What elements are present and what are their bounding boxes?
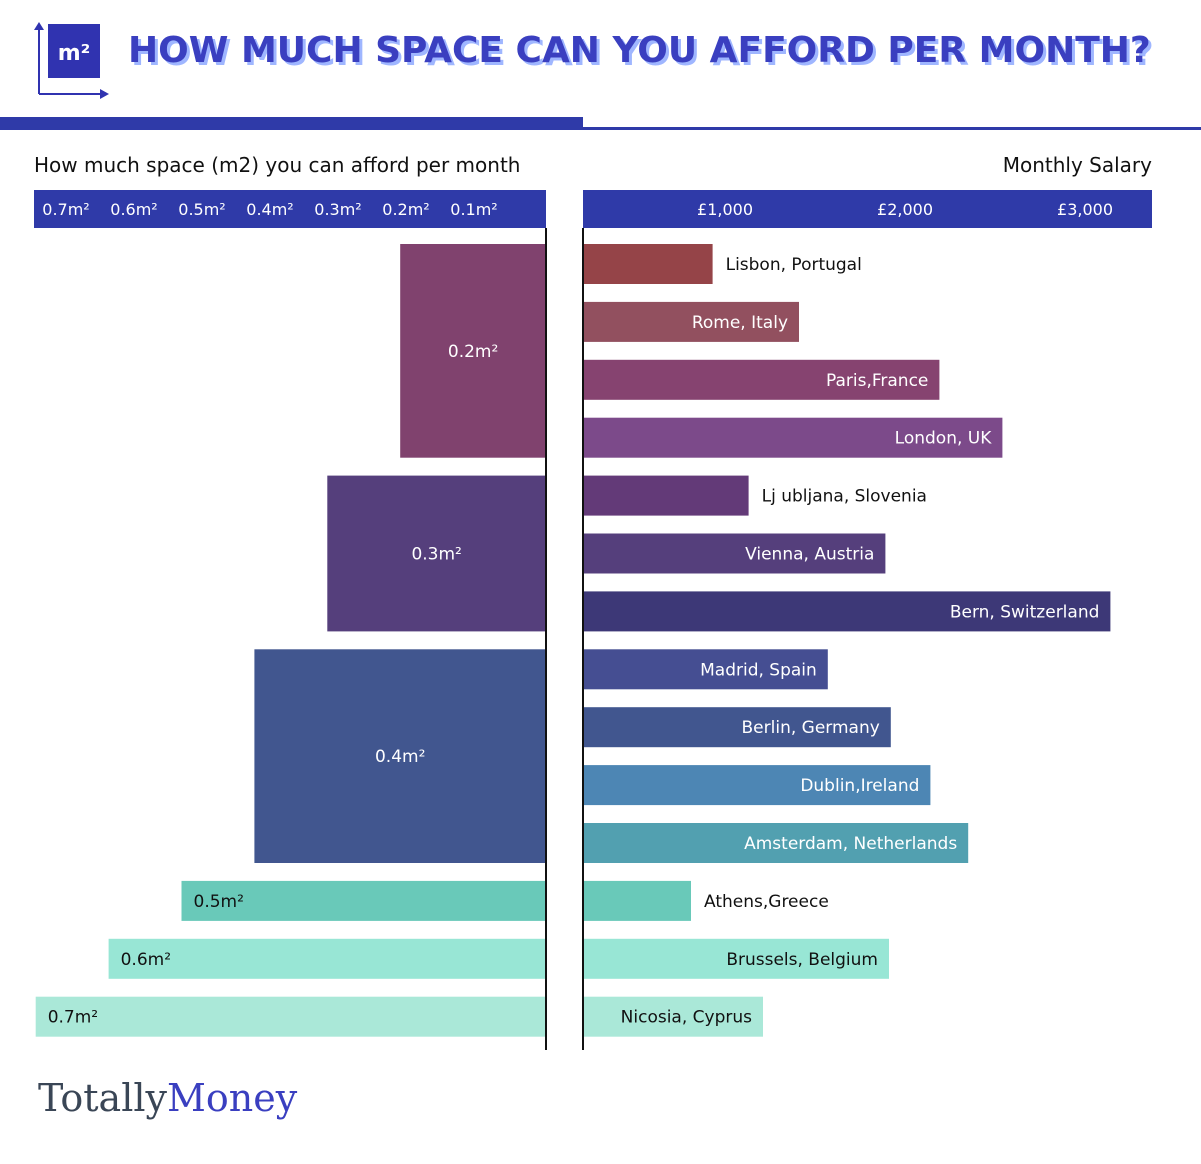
- space-bar-label: 0.4m²: [375, 747, 425, 767]
- salary-bar: [583, 417, 1003, 458]
- salary-bar: [583, 301, 799, 342]
- city-label: Berlin, Germany: [742, 718, 880, 738]
- space-bar-label: 0.2m²: [448, 342, 498, 362]
- salary-bar: [583, 649, 828, 690]
- city-label: Bern, Switzerland: [950, 602, 1100, 622]
- space-bar-label: 0.6m²: [121, 950, 171, 970]
- left-tick-label: 0.5m²: [178, 200, 225, 219]
- right-tick-label: £1,000: [697, 200, 753, 219]
- m2-logo: m²: [34, 22, 110, 102]
- city-label: Lisbon, Portugal: [726, 255, 862, 275]
- salary-bar: [583, 359, 940, 400]
- salary-bar: [583, 996, 763, 1037]
- salary-bar: [583, 880, 691, 921]
- city-label: Amsterdam, Netherlands: [744, 834, 957, 854]
- left-tick-label: 0.7m²: [42, 200, 89, 219]
- brand-part2: Money: [166, 1076, 298, 1120]
- left-tick-label: 0.1m²: [450, 200, 497, 219]
- left-axis-band: [34, 190, 546, 228]
- right-tick-label: £2,000: [877, 200, 933, 219]
- brand-part1: Totally: [38, 1076, 167, 1120]
- city-label: Vienna, Austria: [745, 545, 874, 565]
- city-label: Lj ubljana, Slovenia: [762, 487, 927, 507]
- city-label: Dublin,Ireland: [800, 776, 919, 796]
- right-axis-band: [583, 190, 1152, 228]
- brand-logo: TotallyMoney: [38, 1076, 297, 1120]
- right-tick-label: £3,000: [1057, 200, 1113, 219]
- badge-text: m²: [58, 41, 91, 66]
- salary-bar: [583, 533, 886, 574]
- space-bar: [181, 880, 546, 921]
- salary-bar: [583, 823, 969, 863]
- salary-bar: [583, 707, 891, 748]
- left-tick-label: 0.4m²: [246, 200, 293, 219]
- page-title: HOW MUCH SPACE CAN YOU AFFORD PER MONTH?: [128, 30, 1151, 71]
- city-label: Athens,Greece: [704, 892, 829, 912]
- space-bar-label: 0.7m²: [48, 1008, 98, 1028]
- city-label: Paris,France: [826, 371, 928, 391]
- space-bar-label: 0.3m²: [411, 545, 461, 565]
- space-bar: [254, 649, 546, 863]
- salary-bar: [583, 244, 713, 284]
- salary-bar: [583, 591, 1111, 632]
- space-bar: [327, 475, 546, 632]
- space-bar-label: 0.5m²: [194, 892, 244, 912]
- city-label: London, UK: [895, 429, 993, 449]
- city-label: Brussels, Belgium: [726, 950, 878, 970]
- city-label: Nicosia, Cyprus: [621, 1008, 752, 1028]
- city-label: Madrid, Spain: [700, 660, 817, 680]
- header-rule-thick: [0, 117, 583, 130]
- salary-bar: [583, 475, 749, 516]
- salary-bar: [583, 765, 931, 806]
- left-tick-label: 0.2m²: [382, 200, 429, 219]
- left-tick-label: 0.6m²: [110, 200, 157, 219]
- header-rule-thin: [583, 127, 1201, 130]
- salary-bar: [583, 938, 889, 979]
- space-bar: [35, 996, 546, 1037]
- right-axis-title: Monthly Salary: [1002, 153, 1152, 177]
- city-label: Rome, Italy: [692, 313, 788, 333]
- space-bar: [400, 244, 546, 458]
- space-bar: [108, 938, 546, 979]
- left-tick-label: 0.3m²: [314, 200, 361, 219]
- left-axis-title: How much space (m2) you can afford per m…: [34, 153, 521, 177]
